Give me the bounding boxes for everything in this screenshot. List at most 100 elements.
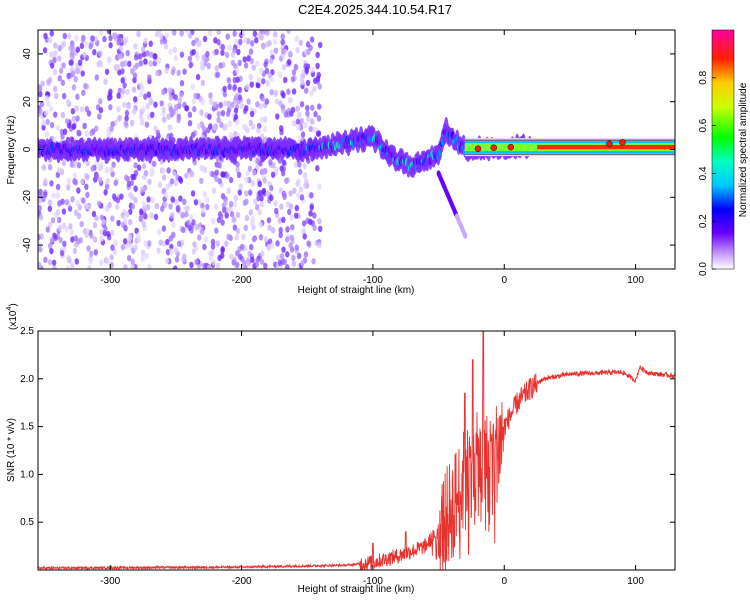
spectrogram-noise-blob xyxy=(98,98,103,105)
spectrogram-noise-blob xyxy=(90,35,95,42)
spectrogram-noise-blob xyxy=(91,128,96,135)
spectrogram-noise-blob xyxy=(133,96,138,103)
spectrogram-noise-blob xyxy=(44,131,50,138)
spectrogram-noise-blob xyxy=(235,166,240,174)
spectrogram-noise-blob xyxy=(79,221,84,228)
spectrogram-noise-blob xyxy=(281,216,286,224)
spectrogram-noise-blob xyxy=(51,259,57,267)
spectrogram-noise-blob xyxy=(164,32,169,39)
spectrogram-noise-blob xyxy=(228,206,233,213)
spectrogram-noise-blob xyxy=(281,159,287,166)
spectrogram-noise-blob xyxy=(260,250,265,257)
spectrogram-noise-blob xyxy=(197,122,202,130)
spectrogram-noise-blob xyxy=(302,233,307,240)
spectrogram-noise-blob xyxy=(69,229,74,236)
spectrogram-noise-blob xyxy=(317,183,322,190)
spectrogram-noise-blob xyxy=(122,82,127,89)
spectrogram-noise-blob xyxy=(310,104,315,112)
spectrogram-noise-blob xyxy=(283,76,288,84)
spectrogram-noise-blob xyxy=(266,217,272,224)
spectrogram-noise-blob xyxy=(85,227,90,235)
spectrogram-noise-blob xyxy=(222,91,228,98)
spectrogram-noise-blob xyxy=(295,118,301,125)
spectrogram-noise-blob xyxy=(120,212,125,219)
spectrogram-noise-blob xyxy=(312,224,317,232)
spectrogram-noise-blob xyxy=(236,171,242,179)
spectrogram-noise-blob xyxy=(82,122,87,130)
spectrogram-y-tick-label: 20 xyxy=(22,96,33,108)
spectrogram-noise-blob xyxy=(190,83,196,91)
spectrogram-noise-blob xyxy=(86,110,92,117)
spectrogram-noise-blob xyxy=(223,100,228,107)
spectrogram-noise-blob xyxy=(61,208,67,215)
spectrogram-noise-blob xyxy=(294,35,300,42)
spectrogram-x-tick-label: -100 xyxy=(363,275,383,286)
spectrogram-noise-blob xyxy=(305,41,311,48)
spectrogram-noise-blob xyxy=(47,242,53,250)
spectrogram-noise-blob xyxy=(101,218,106,226)
spectrogram-noise-blob xyxy=(298,39,303,47)
spectrogram-noise-blob xyxy=(86,245,91,252)
spectrogram-noise-blob xyxy=(216,30,221,36)
spectrogram-noise-blob xyxy=(189,214,194,221)
spectrogram-noise-blob xyxy=(70,44,75,51)
spectrogram-noise-blob xyxy=(292,187,297,194)
spectrogram-noise-blob xyxy=(180,212,186,219)
spectrogram-noise-blob xyxy=(212,123,217,131)
spectrogram-noise-blob xyxy=(195,73,201,81)
spectrogram-noise-blob xyxy=(89,232,94,239)
spectrogram-noise-blob xyxy=(265,80,270,87)
spectrogram-noise-blob xyxy=(108,34,113,42)
spectrogram-noise-blob xyxy=(224,212,229,219)
spectrogram-noise-blob xyxy=(109,125,114,132)
spectrogram-noise-blob xyxy=(80,70,85,77)
spectrogram-noise-blob xyxy=(71,84,77,91)
spectrogram-noise-blob xyxy=(74,258,79,265)
spectrogram-noise-blob xyxy=(260,168,265,175)
spectrogram-noise-blob xyxy=(76,162,82,169)
snr-scale-factor-text: (x104) xyxy=(6,303,19,330)
spectrogram-noise-blob xyxy=(141,105,146,113)
spectrogram-noise-blob xyxy=(282,193,287,201)
spectrogram-noise-blob xyxy=(222,85,227,93)
spectrogram-noise-blob xyxy=(316,115,322,122)
spectrogram-noise-blob xyxy=(60,198,65,205)
spectrogram-noise-blob xyxy=(163,201,168,208)
spectrogram-noise-blob xyxy=(44,95,50,102)
spectrogram-noise-blob xyxy=(117,87,123,95)
spectrogram-noise-blob xyxy=(108,42,113,49)
spectrogram-noise-blob xyxy=(50,217,56,224)
spectrogram-noise-blob xyxy=(257,180,262,188)
spectrogram-noise-blob xyxy=(196,198,202,206)
spectrogram-noise-blob xyxy=(47,36,53,44)
spectrogram-noise-blob xyxy=(146,196,151,203)
spectrogram-noise-blob xyxy=(197,40,202,47)
spectrogram-noise-blob xyxy=(173,94,179,101)
spectrogram-noise-blob xyxy=(278,231,283,239)
spectrogram-noise-blob xyxy=(301,220,307,227)
snr-frame xyxy=(37,330,676,571)
snr-x-tick-label: -200 xyxy=(232,576,252,587)
spectrogram-noise-blob xyxy=(291,120,297,127)
spectrogram-noise-blob xyxy=(69,50,75,57)
spectrogram-noise-blob xyxy=(186,219,191,226)
spectrogram-noise-blob xyxy=(145,50,150,57)
spectrogram-noise-blob xyxy=(268,159,273,166)
spectrogram-noise-blob xyxy=(225,110,231,117)
spectrogram-noise-blob xyxy=(249,110,255,118)
spectrogram-noise-blob xyxy=(191,98,196,105)
spectrogram-noise-blob xyxy=(82,82,88,90)
spectrogram-noise-blob xyxy=(278,100,283,107)
spectrogram-noise-blob xyxy=(159,33,164,40)
spectrogram-noise-blob xyxy=(40,80,45,87)
spectrogram-noise-blob xyxy=(165,183,170,191)
spectrogram-noise-blob xyxy=(56,216,62,224)
spectrogram-noise-blob xyxy=(177,175,183,183)
spectrogram-noise-blob xyxy=(248,189,253,196)
spectrogram-noise-blob xyxy=(41,119,47,126)
snr-y-ticks: 0.5 1.0 1.5 2.0 2.5 xyxy=(20,326,675,528)
spectrogram-noise-blob xyxy=(72,161,78,169)
spectrogram-noise-blob xyxy=(123,217,128,224)
spectrogram-noise-blob xyxy=(247,165,253,172)
spectrogram-noise-blob xyxy=(125,88,130,96)
